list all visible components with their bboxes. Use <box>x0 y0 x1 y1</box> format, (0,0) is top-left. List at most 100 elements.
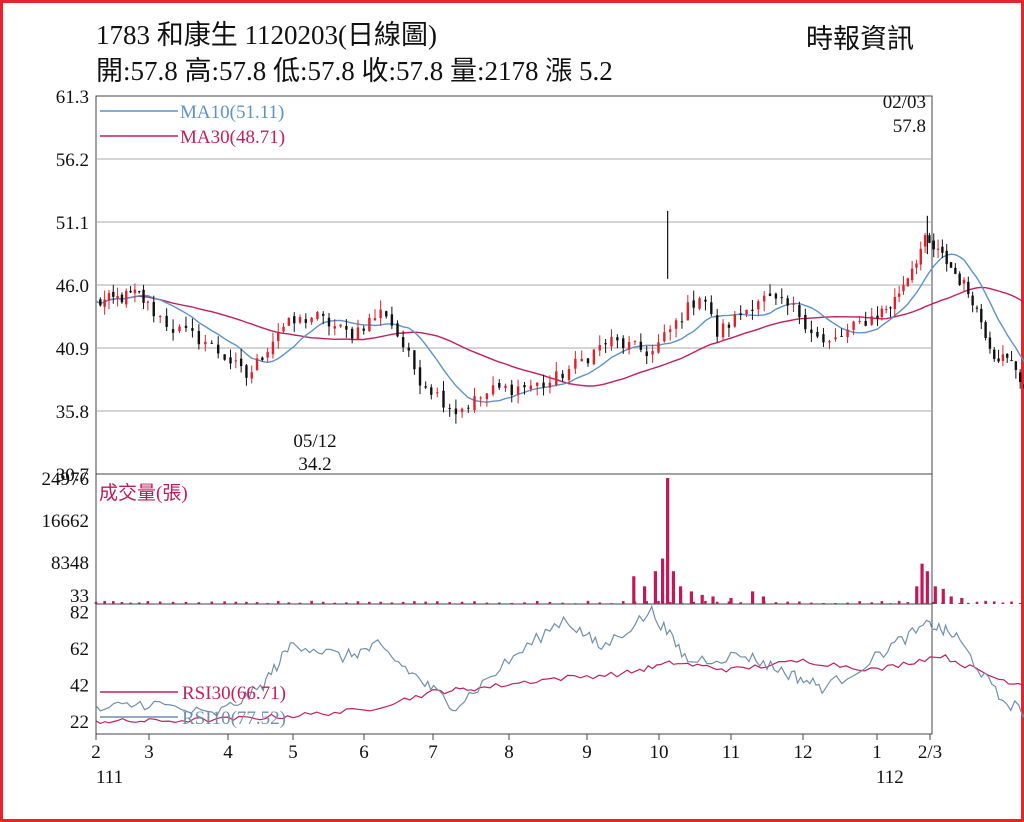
volume-bar <box>704 600 707 604</box>
candle-body <box>967 281 970 294</box>
candle-body <box>245 365 248 378</box>
candle-body <box>997 358 1000 362</box>
candle-body <box>159 316 162 318</box>
candle-body <box>1018 372 1022 383</box>
candle-body <box>639 341 643 350</box>
volume-bar <box>120 602 124 604</box>
candle-body <box>1001 354 1005 361</box>
candle-body <box>379 309 382 319</box>
volume-bar <box>310 600 313 604</box>
volume-tick-label: 16662 <box>42 511 90 532</box>
volume-bar <box>700 594 704 604</box>
candle-body <box>954 267 957 274</box>
candle-body <box>733 314 737 327</box>
candle-body <box>780 297 783 299</box>
volume-bar <box>379 601 382 604</box>
year-label-111: 111 <box>96 767 123 788</box>
candle-body <box>178 326 181 332</box>
volume-bar <box>485 602 489 604</box>
x-tick-label: 2 <box>91 742 101 763</box>
volume-bar <box>679 586 683 604</box>
volume-bar <box>561 602 564 604</box>
candle-body <box>310 317 313 323</box>
candle-body <box>932 240 935 250</box>
candle-body <box>413 350 416 370</box>
candle-body <box>112 291 115 297</box>
candle-body <box>223 354 226 360</box>
candle-body <box>816 331 819 337</box>
candle-body <box>266 352 269 358</box>
candle-body <box>822 334 825 343</box>
candle-body <box>663 332 666 342</box>
volume-bar <box>897 600 901 604</box>
candle-body <box>116 295 119 299</box>
candle-body <box>692 300 695 308</box>
volume-bar <box>671 571 675 604</box>
x-tick-label: 12 <box>794 742 813 763</box>
candle-body <box>362 328 365 331</box>
rsi-tick-label: 22 <box>70 712 89 733</box>
volume-bar <box>94 601 98 604</box>
x-tick-label: 11 <box>722 742 740 763</box>
candle-body <box>604 343 607 345</box>
candle-body <box>858 321 861 323</box>
x-tick-label: 5 <box>288 742 298 763</box>
rsi-tick-label: 42 <box>70 676 89 697</box>
volume-bar <box>610 603 613 604</box>
volume-bar <box>880 601 884 604</box>
volume-bar <box>473 601 476 604</box>
ma30-legend-label: MA30(48.71) <box>180 127 285 148</box>
candle-body <box>229 357 232 364</box>
candle-body <box>327 317 331 327</box>
candle-body <box>304 319 308 323</box>
volume-bar <box>960 597 964 604</box>
candle-body <box>768 293 772 297</box>
volume-bar <box>858 601 861 604</box>
candle-body <box>645 351 648 357</box>
candle-body <box>424 386 427 388</box>
volume-bar <box>925 571 929 604</box>
candle-body <box>535 382 539 386</box>
candle-body <box>529 385 533 390</box>
volume-bar <box>798 601 801 604</box>
candle-body <box>941 246 944 253</box>
volume-bar <box>497 602 501 604</box>
volume-bar <box>234 601 238 604</box>
volume-bar <box>739 602 742 604</box>
candle-body <box>804 314 807 330</box>
candle-body <box>762 295 766 302</box>
low-date-annotation: 05/12 <box>293 431 336 452</box>
volume-bar <box>598 602 602 604</box>
candle-body <box>491 385 495 395</box>
candle-body <box>580 358 583 362</box>
candle-body <box>442 390 445 408</box>
candle-body <box>897 293 901 297</box>
candle-body <box>945 250 948 265</box>
volume-bar <box>889 603 892 604</box>
volume-bar <box>958 603 961 604</box>
candle-body <box>216 344 220 354</box>
candle-body <box>975 307 979 309</box>
candle-body <box>792 303 795 305</box>
volume-bar <box>692 601 696 604</box>
candle-body <box>669 329 672 332</box>
candle-body <box>919 248 922 265</box>
volume-bar <box>103 600 106 604</box>
volume-tick-label: 8348 <box>51 553 89 574</box>
candle-body <box>345 325 348 330</box>
candle-body <box>277 332 280 342</box>
last-value-annotation: 57.8 <box>893 116 926 137</box>
price-tick-label: 40.9 <box>56 339 89 360</box>
candle-body <box>751 309 754 311</box>
volume-bar <box>786 601 789 604</box>
candle-body <box>889 307 892 309</box>
volume-bar <box>822 602 825 604</box>
candle-body <box>250 372 253 379</box>
candle-body <box>774 293 778 299</box>
candle-body <box>293 316 296 324</box>
candle-body <box>627 342 631 350</box>
volume-tick-label: 24976 <box>42 469 90 490</box>
candle-body <box>396 323 399 337</box>
volume-bar <box>548 601 552 604</box>
volume-bar <box>621 601 625 604</box>
